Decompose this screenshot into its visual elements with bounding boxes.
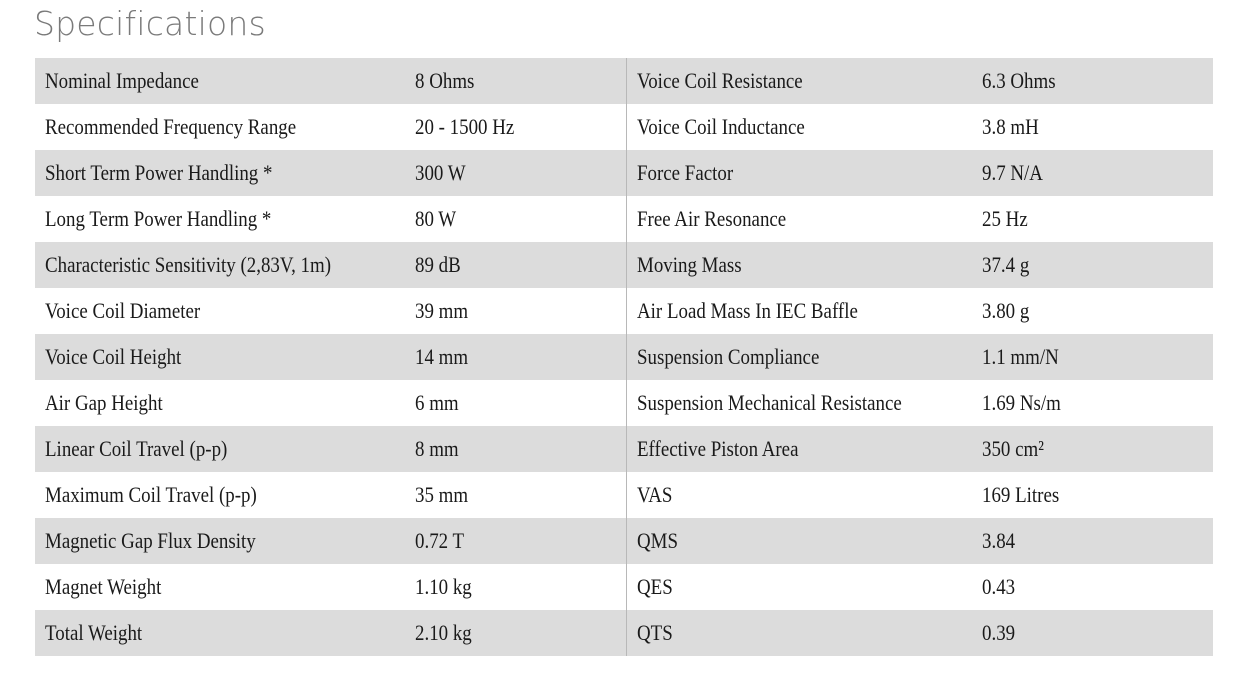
spec-value: 6.3 Ohms	[972, 58, 1213, 104]
spec-value: 3.80 g	[972, 288, 1213, 334]
table-row: Linear Coil Travel (p-p) 8 mm Effective …	[35, 426, 1213, 472]
table-row: Air Gap Height 6 mm Suspension Mechanica…	[35, 380, 1213, 426]
spec-value: 6 mm	[405, 380, 627, 426]
spec-value: 1.10 kg	[405, 564, 627, 610]
specifications-table: Nominal Impedance 8 Ohms Voice Coil Resi…	[35, 58, 1213, 656]
spec-label: Voice Coil Resistance	[626, 58, 972, 104]
spec-value: 3.8 mH	[972, 104, 1213, 150]
table-row: Total Weight 2.10 kg QTS 0.39	[35, 610, 1213, 656]
spec-value: 2.10 kg	[405, 610, 627, 656]
table-row: Characteristic Sensitivity (2,83V, 1m) 8…	[35, 242, 1213, 288]
spec-label: Force Factor	[626, 150, 972, 196]
spec-value: 8 Ohms	[405, 58, 627, 104]
table-row: Short Term Power Handling * 300 W Force …	[35, 150, 1213, 196]
spec-value: 0.39	[972, 610, 1213, 656]
spec-value: 300 W	[405, 150, 627, 196]
spec-label: Magnet Weight	[35, 564, 405, 610]
table-row: Recommended Frequency Range 20 - 1500 Hz…	[35, 104, 1213, 150]
spec-label: Long Term Power Handling *	[35, 196, 405, 242]
spec-value: 20 - 1500 Hz	[405, 104, 627, 150]
spec-label: Free Air Resonance	[626, 196, 972, 242]
spec-label: Voice Coil Diameter	[35, 288, 405, 334]
spec-value: 14 mm	[405, 334, 627, 380]
spec-label: Air Load Mass In IEC Baffle	[626, 288, 972, 334]
spec-label: Short Term Power Handling *	[35, 150, 405, 196]
spec-label: Recommended Frequency Range	[35, 104, 405, 150]
spec-value: 169 Litres	[972, 472, 1213, 518]
spec-value: 9.7 N/A	[972, 150, 1213, 196]
spec-value: 3.84	[972, 518, 1213, 564]
table-row: Long Term Power Handling * 80 W Free Air…	[35, 196, 1213, 242]
spec-label: Characteristic Sensitivity (2,83V, 1m)	[35, 242, 405, 288]
spec-value: 80 W	[405, 196, 627, 242]
spec-value: 89 dB	[405, 242, 627, 288]
spec-label: Maximum Coil Travel (p-p)	[35, 472, 405, 518]
spec-label: QES	[626, 564, 972, 610]
spec-label: VAS	[626, 472, 972, 518]
spec-label: Magnetic Gap Flux Density	[35, 518, 405, 564]
table-row: Voice Coil Diameter 39 mm Air Load Mass …	[35, 288, 1213, 334]
spec-value: 350 cm²	[972, 426, 1213, 472]
page-title: Specifications	[34, 4, 266, 43]
spec-label: Effective Piston Area	[626, 426, 972, 472]
table-row: Maximum Coil Travel (p-p) 35 mm VAS 169 …	[35, 472, 1213, 518]
spec-value: 1.1 mm/N	[972, 334, 1213, 380]
spec-label: Air Gap Height	[35, 380, 405, 426]
spec-label: Voice Coil Inductance	[626, 104, 972, 150]
spec-value: 0.43	[972, 564, 1213, 610]
spec-value: 39 mm	[405, 288, 627, 334]
spec-value: 0.72 T	[405, 518, 627, 564]
spec-label: Linear Coil Travel (p-p)	[35, 426, 405, 472]
spec-label: Suspension Mechanical Resistance	[626, 380, 972, 426]
spec-label: Total Weight	[35, 610, 405, 656]
spec-label: Moving Mass	[626, 242, 972, 288]
spec-label: QTS	[626, 610, 972, 656]
table-row: Voice Coil Height 14 mm Suspension Compl…	[35, 334, 1213, 380]
spec-label: QMS	[626, 518, 972, 564]
specifications-table-body: Nominal Impedance 8 Ohms Voice Coil Resi…	[35, 58, 1213, 656]
spec-label: Suspension Compliance	[626, 334, 972, 380]
spec-value: 25 Hz	[972, 196, 1213, 242]
spec-label: Nominal Impedance	[35, 58, 405, 104]
spec-value: 8 mm	[405, 426, 627, 472]
spec-value: 1.69 Ns/m	[972, 380, 1213, 426]
table-row: Magnetic Gap Flux Density 0.72 T QMS 3.8…	[35, 518, 1213, 564]
spec-label: Voice Coil Height	[35, 334, 405, 380]
spec-value: 35 mm	[405, 472, 627, 518]
table-row: Magnet Weight 1.10 kg QES 0.43	[35, 564, 1213, 610]
spec-value: 37.4 g	[972, 242, 1213, 288]
table-row: Nominal Impedance 8 Ohms Voice Coil Resi…	[35, 58, 1213, 104]
